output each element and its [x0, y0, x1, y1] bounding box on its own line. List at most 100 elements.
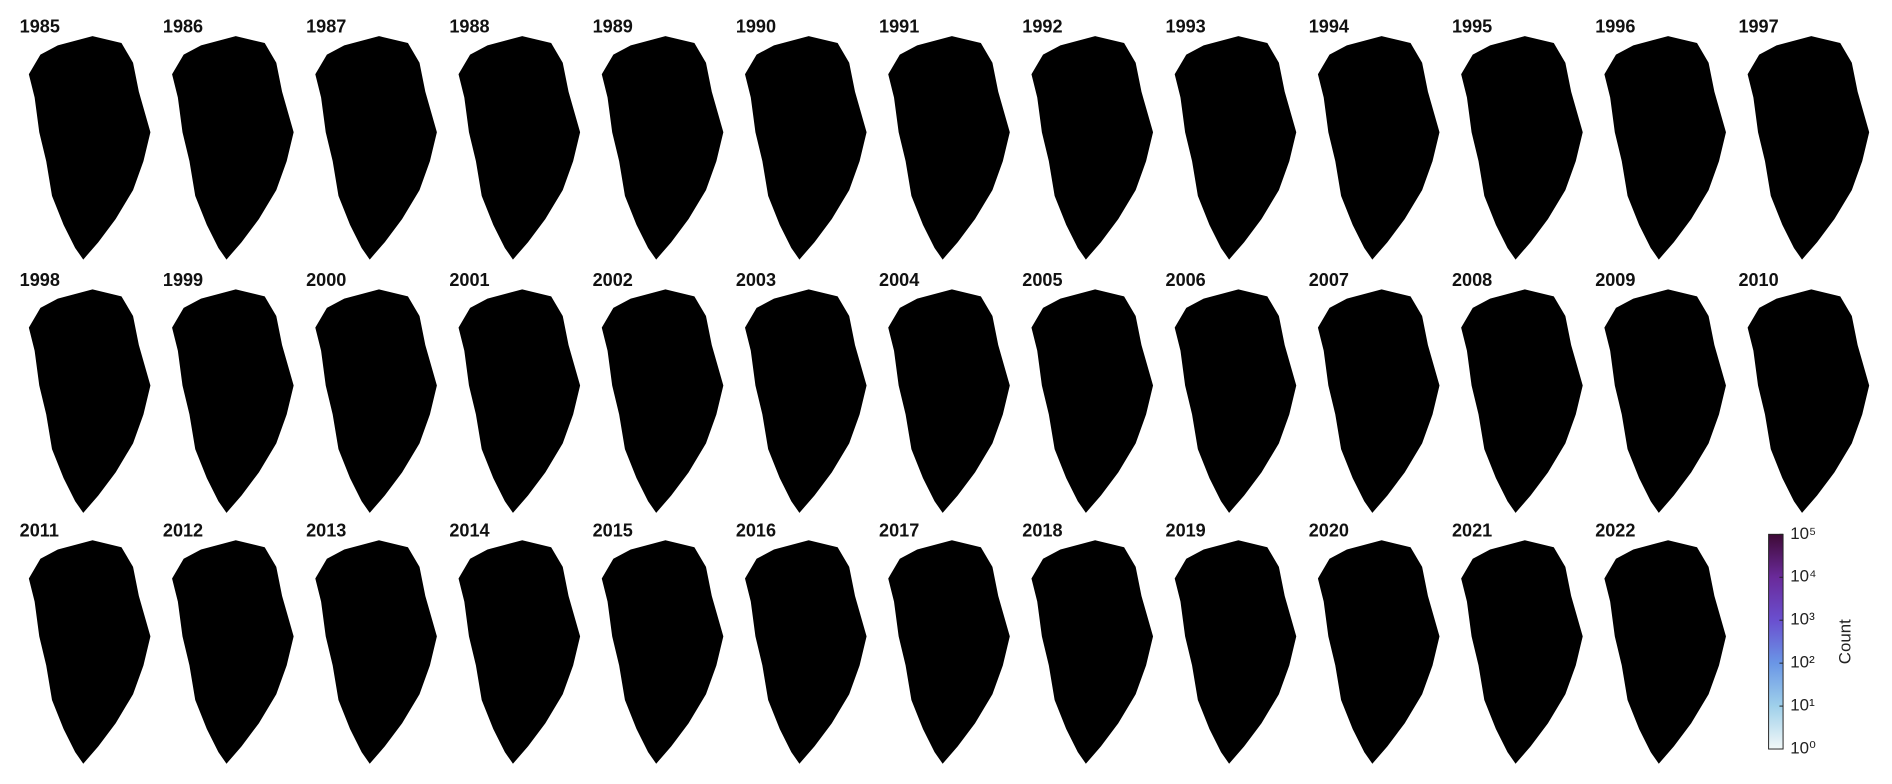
map-panel: 1987 — [306, 17, 437, 260]
map-panel: 1998 — [20, 270, 151, 513]
colorbar-tick-label: 10⁴ — [1790, 567, 1816, 586]
colorbar-tick-label: 10¹ — [1790, 696, 1815, 715]
greenland-map — [172, 289, 294, 513]
map-panel: 2016 — [736, 521, 867, 764]
map-panel: 1996 — [1595, 17, 1726, 260]
greenland-map — [601, 289, 724, 513]
map-panel: 2014 — [449, 521, 581, 764]
greenland-map — [28, 540, 151, 764]
year-label: 1996 — [1595, 17, 1635, 37]
year-label: 2000 — [306, 270, 346, 290]
greenland-map — [1461, 289, 1583, 513]
year-label: 1985 — [20, 17, 60, 37]
map-panel: 2013 — [306, 521, 437, 764]
greenland-map — [1747, 36, 1870, 260]
greenland-map — [744, 540, 867, 764]
year-label: 1991 — [879, 17, 919, 37]
year-label: 2013 — [306, 521, 346, 541]
map-panel: 1999 — [163, 270, 294, 513]
colorbar-tick-label: 10² — [1790, 653, 1815, 672]
map-panel: 1988 — [449, 17, 581, 260]
year-label: 1994 — [1309, 17, 1349, 37]
year-label: 2018 — [1022, 521, 1062, 541]
greenland-map — [458, 540, 581, 764]
panels: 1985 1986 1987 1988 1989 1990 1991 1992 1993 1994… — [20, 17, 1870, 764]
greenland-map — [1031, 36, 1154, 260]
year-label: 1987 — [306, 17, 346, 37]
year-label: 2010 — [1738, 270, 1778, 290]
greenland-map — [744, 289, 867, 513]
greenland-map — [1174, 289, 1297, 513]
year-label: 1990 — [736, 17, 776, 37]
year-label: 2020 — [1309, 521, 1349, 541]
greenland-map — [888, 289, 1010, 513]
map-panel: 1989 — [593, 17, 724, 260]
greenland-map — [458, 36, 581, 260]
greenland-map — [1747, 289, 1870, 513]
greenland-map — [1317, 540, 1440, 764]
year-label: 2002 — [593, 270, 633, 290]
year-label: 2004 — [879, 270, 919, 290]
greenland-map — [1604, 289, 1726, 513]
year-label: 1986 — [163, 17, 203, 37]
map-panel: 2003 — [736, 270, 867, 513]
map-panel: 2022 — [1595, 521, 1726, 764]
map-panel: 1993 — [1166, 17, 1297, 260]
map-panel: 1997 — [1738, 17, 1870, 260]
year-label: 2012 — [163, 521, 203, 541]
greenland-map — [1461, 540, 1583, 764]
map-panel: 2017 — [879, 521, 1010, 764]
greenland-map — [315, 36, 437, 260]
greenland-map — [172, 540, 294, 764]
greenland-map — [28, 36, 151, 260]
colorbar-label: Count — [1836, 619, 1855, 664]
map-panel: 1986 — [163, 17, 294, 260]
greenland-map — [1174, 36, 1297, 260]
greenland-map — [1031, 289, 1154, 513]
greenland-map — [1604, 540, 1726, 764]
greenland-map — [1031, 540, 1154, 764]
year-label: 2021 — [1452, 521, 1492, 541]
map-panel: 2019 — [1166, 521, 1297, 764]
map-panel: 2005 — [1022, 270, 1154, 513]
greenland-map — [1174, 540, 1297, 764]
year-label: 1998 — [20, 270, 60, 290]
map-panel: 2002 — [593, 270, 724, 513]
greenland-map — [888, 36, 1010, 260]
year-label: 2006 — [1166, 270, 1206, 290]
colorbar — [1768, 533, 1784, 750]
map-panel: 2012 — [163, 521, 294, 764]
greenland-map — [172, 36, 294, 260]
map-panel: 1991 — [879, 17, 1010, 260]
map-panel: 2004 — [879, 270, 1010, 513]
year-label: 2016 — [736, 521, 776, 541]
map-panel: 2018 — [1022, 521, 1154, 764]
map-panel: 1994 — [1309, 17, 1440, 260]
year-label: 1993 — [1166, 17, 1206, 37]
year-label: 2009 — [1595, 270, 1635, 290]
greenland-map — [1461, 36, 1583, 260]
greenland-map — [315, 540, 437, 764]
map-panel: 1995 — [1452, 17, 1583, 260]
colorbar-tick-label: 10⁰ — [1790, 738, 1816, 757]
year-label: 2019 — [1166, 521, 1206, 541]
greenland-map — [888, 540, 1010, 764]
year-label: 2011 — [20, 521, 59, 541]
year-label: 1997 — [1738, 17, 1778, 37]
greenland-map — [1604, 36, 1726, 260]
map-panel: 2015 — [593, 521, 724, 764]
map-panel: 2000 — [306, 270, 437, 513]
year-label: 1988 — [449, 17, 489, 37]
map-panel: 2011 — [20, 521, 151, 764]
year-label: 2015 — [593, 521, 633, 541]
year-label: 2005 — [1022, 270, 1062, 290]
year-label: 2014 — [449, 521, 489, 541]
map-panel: 1985 — [20, 17, 151, 260]
colorbar-tick-label: 10⁵ — [1790, 524, 1816, 543]
greenland-map — [458, 289, 581, 513]
greenland-map — [601, 36, 724, 260]
colorbar-tick-label: 10³ — [1790, 610, 1815, 629]
map-panel: 2007 — [1309, 270, 1440, 513]
year-label: 2008 — [1452, 270, 1492, 290]
